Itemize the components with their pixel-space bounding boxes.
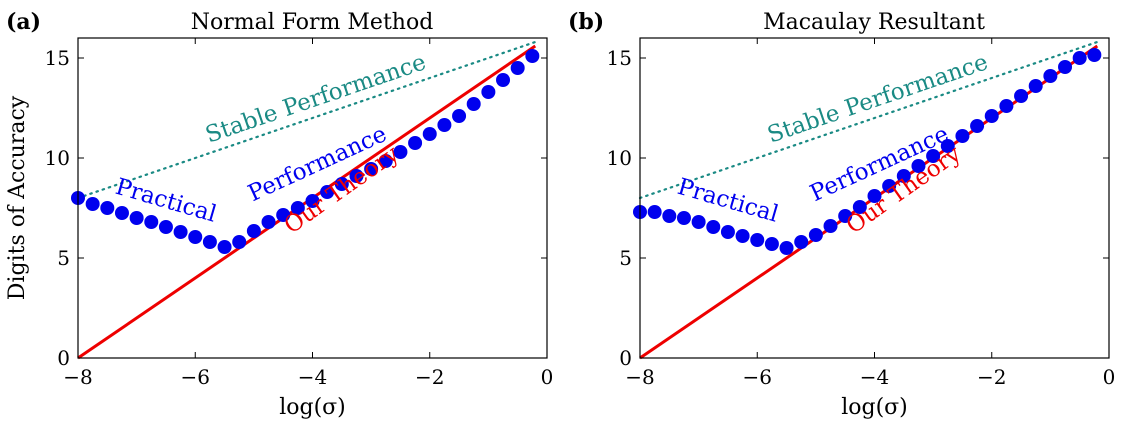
practical-point xyxy=(305,194,320,208)
practical-point xyxy=(940,139,955,153)
practical-point xyxy=(408,136,423,150)
x-tick-label: 0 xyxy=(541,365,554,389)
practical-point xyxy=(232,235,247,249)
x-axis-label: log(σ) xyxy=(279,395,346,420)
x-tick-label: −6 xyxy=(743,365,772,389)
practical-point xyxy=(320,185,335,199)
stable-performance-annotation: Stable Performance xyxy=(202,49,429,148)
x-tick-label: −6 xyxy=(181,365,210,389)
practical-point xyxy=(1014,89,1029,103)
practical-point xyxy=(896,169,911,183)
y-tick-label: 0 xyxy=(619,346,632,370)
practical-point xyxy=(647,205,662,219)
practical-point xyxy=(779,241,794,255)
y-tick-label: 10 xyxy=(607,146,632,170)
practical-point xyxy=(984,109,999,123)
practical-point xyxy=(129,211,144,225)
y-tick-label: 5 xyxy=(57,246,70,270)
practical-point xyxy=(276,208,291,222)
practical-point xyxy=(808,228,823,242)
chart-title: Normal Form Method xyxy=(191,10,434,35)
x-tick-label: −4 xyxy=(860,365,889,389)
practical-point xyxy=(706,220,721,234)
practical-point xyxy=(794,235,809,249)
practical-point xyxy=(100,201,115,215)
practical-point xyxy=(838,209,853,223)
practical-point xyxy=(437,118,452,132)
practical-point xyxy=(1087,48,1102,62)
practical-point xyxy=(393,145,408,159)
practical-point xyxy=(1028,79,1043,93)
practical-point xyxy=(202,235,217,249)
practical-point xyxy=(867,189,882,203)
practical-point xyxy=(144,215,159,229)
practical-point xyxy=(999,99,1014,113)
practical-point xyxy=(378,154,393,168)
practical-point xyxy=(114,206,129,220)
practical-point xyxy=(926,149,941,163)
practical-point xyxy=(1043,69,1058,83)
y-tick-label: 15 xyxy=(607,46,632,70)
y-tick-label: 5 xyxy=(619,246,632,270)
panel-label: (b) xyxy=(568,9,604,35)
chart-panel-a: (a) Normal Form Method −8 −6 −4 −2 0 0 5 10 15 log(… xyxy=(5,9,553,420)
practical-point xyxy=(349,169,364,183)
practical-point xyxy=(452,109,467,123)
chart-panel-b: (b) Macaulay Resultant −8 −6 −4 −2 0 0 5 10 15 log(… xyxy=(568,9,1115,420)
practical-point xyxy=(882,179,897,193)
x-tick-label: −2 xyxy=(415,365,444,389)
x-tick-label: −4 xyxy=(298,365,327,389)
panel-label: (a) xyxy=(6,9,41,35)
practical-point xyxy=(1072,51,1087,65)
practical-point xyxy=(261,215,276,229)
practical-point xyxy=(852,200,867,214)
practical-point xyxy=(955,129,970,143)
x-tick-label: −2 xyxy=(977,365,1006,389)
x-tick-label: −8 xyxy=(63,365,92,389)
practical-point xyxy=(217,240,232,254)
practical-point xyxy=(735,229,750,243)
practical-point xyxy=(334,177,349,191)
y-tick-label: 15 xyxy=(45,46,70,70)
practical-point xyxy=(510,61,525,75)
practical-point xyxy=(364,162,379,176)
practical-point xyxy=(188,230,203,244)
practical-point xyxy=(481,85,496,99)
y-axis-label: Digits of Accuracy xyxy=(5,95,30,300)
practical-annotation: Practical xyxy=(113,174,220,228)
practical-point xyxy=(246,224,261,238)
practical-point xyxy=(173,225,188,239)
practical-point xyxy=(970,119,985,133)
practical-point xyxy=(750,233,765,247)
x-tick-label: −8 xyxy=(625,365,654,389)
practical-point xyxy=(466,97,481,111)
practical-point xyxy=(691,215,706,229)
y-tick-label: 0 xyxy=(57,346,70,370)
practical-point xyxy=(158,220,173,234)
practical-point xyxy=(720,225,735,239)
practical-point xyxy=(525,49,540,63)
practical-point xyxy=(496,73,511,87)
chart-title: Macaulay Resultant xyxy=(763,10,985,35)
practical-point xyxy=(764,237,779,251)
practical-point xyxy=(676,211,691,225)
practical-point xyxy=(422,127,437,141)
practical-point xyxy=(662,209,677,223)
practical-point xyxy=(290,201,305,215)
x-tick-label: 0 xyxy=(1103,365,1116,389)
practical-point xyxy=(823,219,838,233)
x-axis-label: log(σ) xyxy=(841,395,908,420)
stable-performance-line xyxy=(638,40,1099,200)
stable-performance-line xyxy=(76,40,537,200)
practical-point xyxy=(911,159,926,173)
practical-point xyxy=(85,197,100,211)
y-tick-label: 10 xyxy=(45,146,70,170)
practical-point xyxy=(1058,60,1073,74)
